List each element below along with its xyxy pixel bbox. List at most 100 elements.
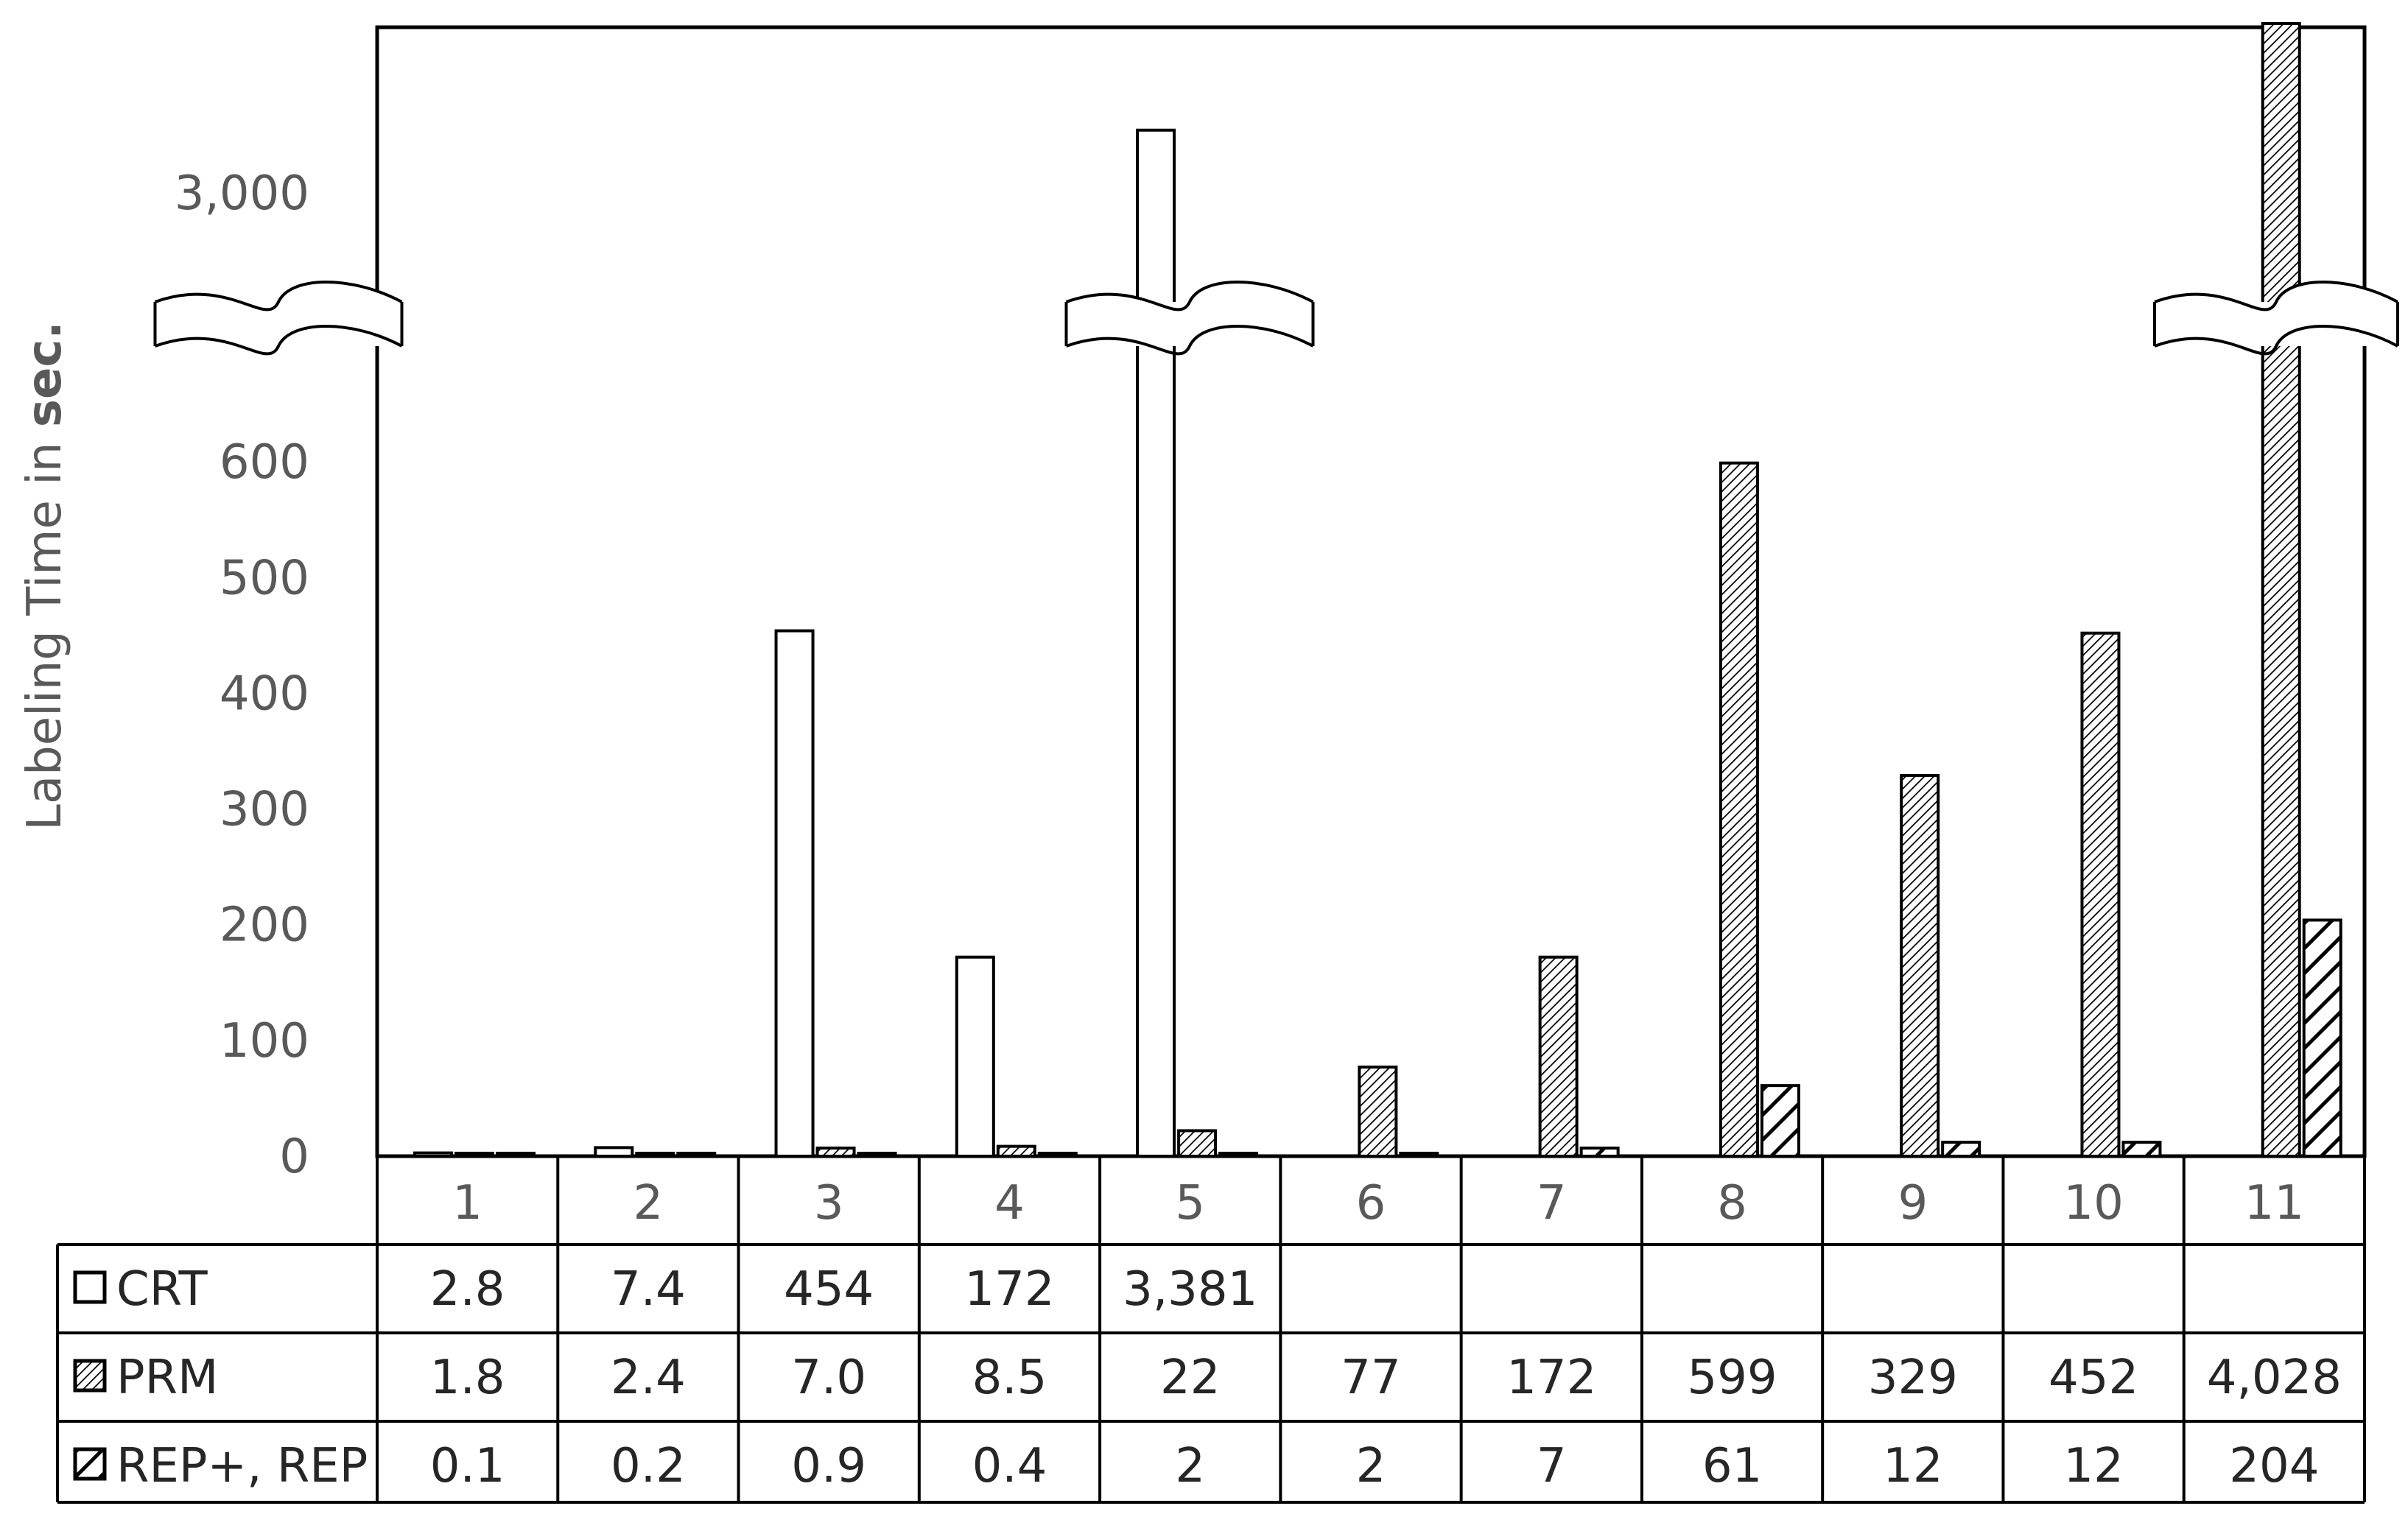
table-cell-prm-10: 452 [2049, 1351, 2138, 1405]
bar-prm-1 [454, 1152, 494, 1158]
y-tick-100: 100 [220, 1014, 309, 1069]
legend-swatch-prm [73, 1359, 107, 1393]
x-tick-2: 2 [633, 1176, 664, 1231]
bar-prm-3 [815, 1147, 856, 1158]
bar-rep-11 [2302, 918, 2342, 1158]
bar-rep-5 [1218, 1152, 1259, 1158]
x-tick-9: 9 [1898, 1176, 1928, 1231]
bar-11-break-mark-bottom [2154, 325, 2398, 356]
bar-rep-6 [1399, 1152, 1439, 1158]
table-cell-rep-7: 7 [1537, 1439, 1567, 1493]
table-cell-crt-3: 454 [784, 1262, 874, 1317]
table-cell-prm-5: 22 [1160, 1351, 1220, 1405]
bar-crt-5 [1136, 128, 1176, 1158]
bar-prm-11 [2261, 21, 2301, 1158]
bar-rep-9 [1941, 1141, 1981, 1158]
table-cell-prm-8: 599 [1687, 1351, 1777, 1405]
y-axis-label-unit: sec. [18, 321, 72, 427]
table-cell-rep-9: 12 [1883, 1439, 1942, 1493]
x-tick-8: 8 [1717, 1176, 1747, 1231]
x-tick-7: 7 [1537, 1176, 1567, 1231]
legend-label-prm: PRM [116, 1351, 218, 1405]
table-cell-rep-10: 12 [2063, 1439, 2123, 1493]
table-cell-rep-4: 0.4 [972, 1439, 1047, 1493]
x-tick-1: 1 [452, 1176, 482, 1231]
legend-label-crt: CRT [116, 1262, 208, 1317]
table-cell-prm-1: 1.8 [430, 1351, 505, 1405]
y-axis-label-text: Labeling Time in [18, 427, 72, 831]
bar-prm-7 [1538, 955, 1579, 1158]
legend-swatch-crt [73, 1270, 107, 1304]
bar-rep-2 [676, 1152, 717, 1158]
bar-prm-10 [2080, 631, 2121, 1158]
bar-crt-3 [774, 629, 815, 1158]
table-cell-rep-11: 204 [2229, 1439, 2319, 1493]
bar-rep-4 [1037, 1152, 1078, 1158]
table-cell-rep-8: 61 [1702, 1439, 1762, 1493]
bar-prm-2 [635, 1152, 675, 1158]
table-cell-crt-2: 7.4 [611, 1262, 686, 1317]
axis-break-mark-bottom [154, 325, 403, 356]
table-cell-rep-1: 0.1 [430, 1439, 505, 1493]
bar-prm-8 [1719, 461, 1759, 1158]
bar-rep-1 [496, 1152, 536, 1158]
bars [413, 21, 2342, 1158]
bar-prm-5 [1177, 1129, 1218, 1158]
legend-label-rep: REP+, REP [116, 1439, 368, 1493]
bar-crt-1 [413, 1151, 453, 1158]
table-cell-prm-3: 7.0 [791, 1351, 866, 1405]
table-cell-prm-2: 2.4 [611, 1351, 686, 1405]
bar-5-break-mark-bottom [1065, 325, 1314, 356]
bar-rep-3 [857, 1152, 897, 1158]
y-tick-400: 400 [220, 666, 309, 721]
y-tick-500: 500 [220, 551, 309, 605]
y-axis-label: Labeling Time in sec. [18, 321, 72, 830]
bar-crt-2 [594, 1146, 634, 1158]
table-cell-crt-5: 3,381 [1123, 1262, 1257, 1317]
bar-rep-8 [1760, 1084, 1800, 1158]
x-tick-3: 3 [814, 1176, 844, 1231]
table-cell-prm-7: 172 [1506, 1351, 1596, 1405]
bar-crt-4 [955, 955, 995, 1158]
bar-rep-10 [2121, 1141, 2162, 1158]
y-tick-3000: 3,000 [175, 166, 309, 221]
table-cell-prm-4: 8.5 [972, 1351, 1047, 1405]
legend-swatch-rep [73, 1447, 107, 1481]
plot-frame [375, 25, 2367, 1158]
x-tick-4: 4 [994, 1176, 1025, 1231]
table-cell-crt-4: 172 [964, 1262, 1054, 1317]
axis-break-mark-top [154, 281, 403, 312]
axis-break-mark [153, 281, 404, 356]
x-tick-11: 11 [2244, 1176, 2304, 1231]
bar-5-break-mark [1064, 281, 1315, 356]
x-tick-10: 10 [2063, 1176, 2123, 1231]
y-tick-200: 200 [220, 898, 309, 953]
bar-rep-7 [1579, 1147, 1620, 1158]
x-tick-5: 5 [1175, 1176, 1205, 1231]
x-tick-6: 6 [1356, 1176, 1386, 1231]
table-cell-rep-5: 2 [1175, 1439, 1205, 1493]
table-cell-prm-11: 4,028 [2207, 1351, 2342, 1405]
axis-breaks [153, 281, 2399, 356]
axis-break-mark-fill [155, 302, 402, 346]
table-cell-prm-6: 77 [1341, 1351, 1400, 1405]
bar-11-break-mark-top [2154, 281, 2398, 312]
bar-5-break-mark-top [1065, 281, 1314, 312]
table-cell-rep-6: 2 [1356, 1439, 1386, 1493]
bar-prm-4 [996, 1144, 1036, 1158]
plot-area [375, 25, 2367, 1158]
y-tick-600: 600 [220, 435, 309, 490]
bar-11-break-mark [2153, 281, 2399, 356]
table-cell-prm-9: 329 [1868, 1351, 1958, 1405]
bar-prm-6 [1358, 1066, 1398, 1158]
bar-11-break-mark-fill [2155, 302, 2398, 346]
y-tick-0: 0 [279, 1130, 309, 1184]
table-cell-crt-1: 2.8 [430, 1262, 505, 1317]
table-cell-rep-3: 0.9 [791, 1439, 866, 1493]
bar-prm-9 [1900, 774, 1940, 1158]
y-tick-300: 300 [220, 783, 309, 837]
bar-5-break-mark-fill [1066, 302, 1313, 346]
